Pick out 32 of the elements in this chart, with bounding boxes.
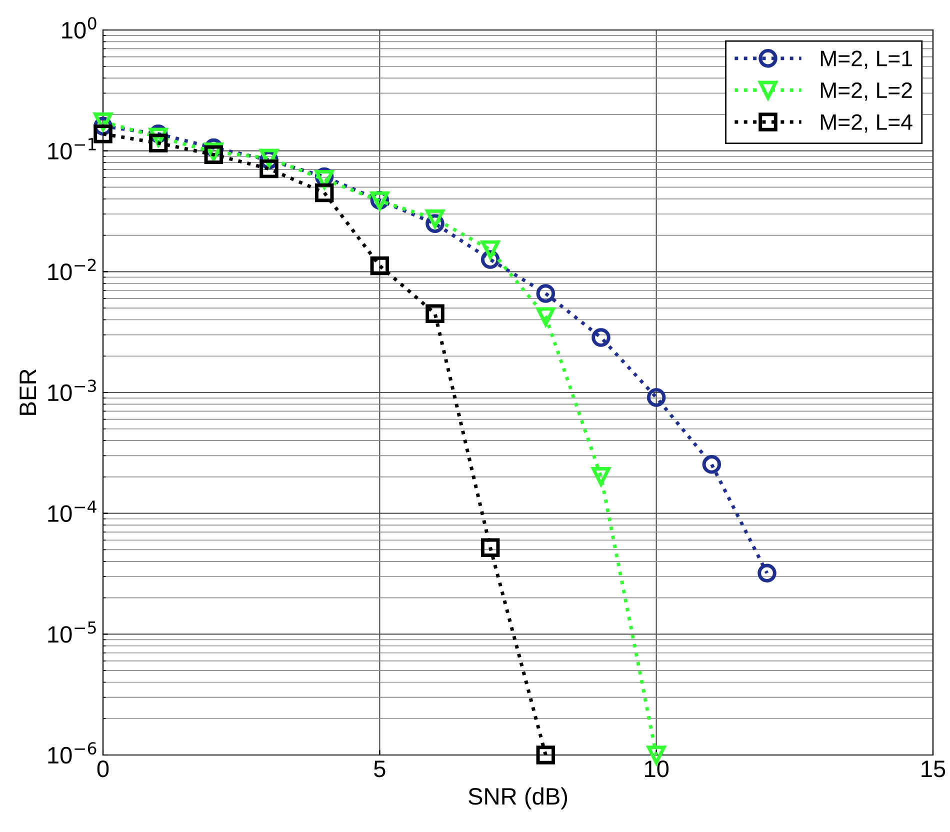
y-tick-label: 10$^{−5}$ — [48, 621, 96, 643]
point — [148, 134, 168, 152]
point — [480, 240, 500, 260]
point — [592, 467, 610, 486]
legend-label: M=2, L=2 — [820, 82, 912, 101]
point — [592, 328, 610, 347]
x-tick-label: 0 — [97, 760, 109, 778]
point — [314, 183, 334, 202]
point — [758, 564, 776, 582]
point — [646, 388, 666, 407]
y-tick-label: 10$^{0}$ — [62, 17, 96, 39]
x-tick-label: 10 — [645, 760, 669, 778]
x-tick-label: 15 — [922, 760, 946, 778]
x-axis-title: SNR (dB) — [468, 787, 568, 810]
point — [536, 284, 556, 303]
y-tick-label: 10$^{−3}$ — [48, 380, 96, 402]
y-tick-label: 10$^{−2}$ — [48, 258, 96, 280]
point — [426, 209, 444, 228]
y-axis-title: BER — [20, 369, 36, 415]
point — [370, 256, 390, 276]
point — [204, 145, 224, 164]
point — [480, 538, 500, 558]
y-tick-label: 10$^{−6}$ — [48, 742, 96, 764]
legend-label: M=2, L=1 — [820, 50, 912, 69]
y-tick-label: 10$^{−1}$ — [48, 138, 96, 160]
legend-label: M=2, L=4 — [820, 114, 912, 133]
point — [702, 455, 722, 474]
point — [426, 304, 444, 323]
y-tick-label: 10$^{−4}$ — [48, 500, 96, 522]
point — [260, 159, 278, 178]
point — [536, 746, 556, 764]
x-tick-label: 5 — [374, 760, 386, 778]
